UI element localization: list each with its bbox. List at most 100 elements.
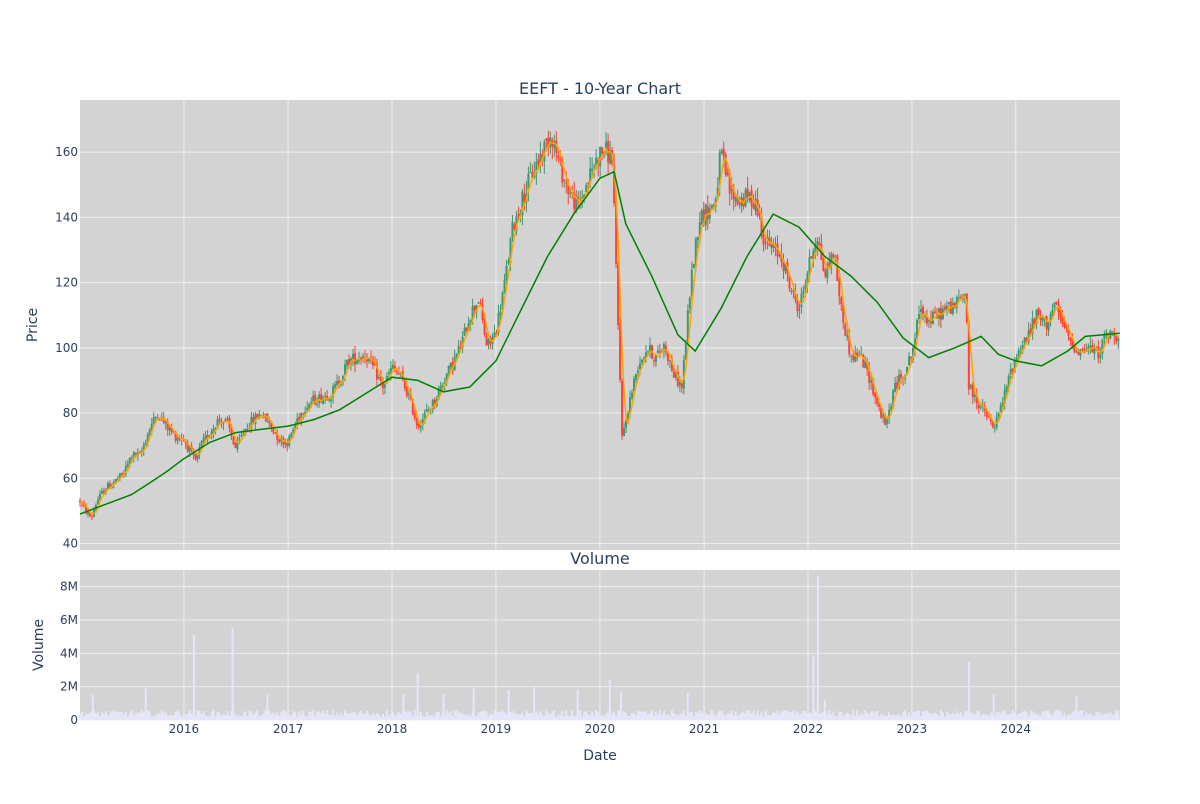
volume-bar <box>387 715 390 720</box>
volume-bar <box>652 715 655 720</box>
volume-bar-spike <box>533 686 536 720</box>
volume-bar <box>252 714 255 720</box>
volume-bar <box>935 713 938 720</box>
volume-bar <box>445 710 448 720</box>
candle-body <box>210 431 213 437</box>
candle-body <box>268 422 271 424</box>
volume-bar <box>728 713 731 720</box>
candle-body <box>1027 330 1030 343</box>
candle-body <box>872 379 875 395</box>
volume-bar <box>361 714 364 720</box>
candle-body <box>639 363 641 369</box>
volume-bar <box>631 712 634 720</box>
volume-bar <box>210 711 213 720</box>
candle-body <box>371 358 374 366</box>
volume-y-tick-label: 4M <box>60 646 78 660</box>
volume-bar <box>531 713 534 720</box>
candle-body <box>557 155 560 158</box>
volume-bar <box>993 715 996 720</box>
short-moving-average-line <box>79 140 1119 516</box>
volume-bar <box>439 716 442 720</box>
volume-bar <box>411 716 414 720</box>
volume-bar <box>200 713 203 720</box>
candle-body <box>784 264 787 272</box>
candle-body <box>196 453 199 459</box>
volume-bar <box>862 714 865 720</box>
candle-body <box>810 256 813 259</box>
volume-bar <box>481 710 484 720</box>
candle-body <box>531 171 534 178</box>
volume-bar <box>320 713 323 720</box>
candle-body <box>302 413 305 415</box>
volume-bar <box>1115 710 1118 720</box>
volume-bar <box>397 712 400 720</box>
volume-bar <box>1031 711 1034 720</box>
candle-body <box>79 500 81 503</box>
volume-bar <box>740 712 743 720</box>
volume-bar <box>846 712 849 720</box>
candle-body <box>790 290 793 292</box>
candle-body <box>164 420 167 424</box>
volume-bar <box>929 713 932 720</box>
volume-bar-spike <box>967 661 970 720</box>
candle-body <box>824 270 827 277</box>
volume-bar <box>389 713 392 720</box>
volume-bar <box>890 714 893 720</box>
volume-bar <box>569 715 572 720</box>
candle-body <box>840 297 843 305</box>
candle-body <box>254 414 257 424</box>
candle-body <box>174 431 177 441</box>
volume-bar <box>352 712 355 720</box>
candle-body <box>1017 350 1020 357</box>
volume-bar <box>174 711 177 720</box>
volume-bar <box>92 710 95 720</box>
candle-body <box>194 454 197 461</box>
volume-bar <box>864 710 867 720</box>
candle-body <box>403 379 406 389</box>
volume-bar <box>684 715 687 720</box>
candle-body <box>166 421 169 430</box>
candle-body <box>710 204 713 209</box>
volume-bar <box>583 711 586 720</box>
candle-body <box>559 157 562 161</box>
candle-body <box>772 243 775 248</box>
candle-body <box>744 189 747 206</box>
volume-bar <box>310 711 313 720</box>
candle-body <box>918 314 921 319</box>
volume-bar <box>234 714 237 720</box>
candle-body <box>338 380 341 385</box>
candle-body <box>417 424 420 428</box>
candle-body <box>515 215 518 232</box>
candle-body <box>648 345 651 352</box>
candle-body <box>1015 357 1018 361</box>
candle-body <box>459 347 462 349</box>
volume-bar <box>617 710 620 720</box>
volume-bar <box>894 715 897 720</box>
volume-bar <box>1001 710 1004 720</box>
volume-bar <box>870 711 873 720</box>
volume-bar <box>613 711 616 720</box>
volume-bar <box>654 711 657 720</box>
candle-body <box>118 473 121 479</box>
candle-body <box>543 141 546 162</box>
volume-bar <box>832 711 835 720</box>
candle-body <box>405 387 408 397</box>
candle-body <box>866 362 869 370</box>
candle-body <box>262 417 265 419</box>
candle-body <box>204 435 207 439</box>
volume-bar <box>407 711 410 720</box>
candle-body <box>581 196 584 199</box>
volume-bar <box>240 715 243 720</box>
candle-body <box>692 263 695 269</box>
volume-bar <box>1079 710 1082 720</box>
candle-body <box>700 210 703 225</box>
candle-body <box>232 436 235 445</box>
volume-bar <box>1015 714 1018 720</box>
volume-bar <box>900 716 903 720</box>
candle-body <box>316 403 319 405</box>
volume-bar <box>375 713 378 720</box>
volume-bar <box>848 713 851 720</box>
candle-body <box>226 418 229 420</box>
candle-body <box>381 382 384 389</box>
candle-body <box>529 172 532 174</box>
